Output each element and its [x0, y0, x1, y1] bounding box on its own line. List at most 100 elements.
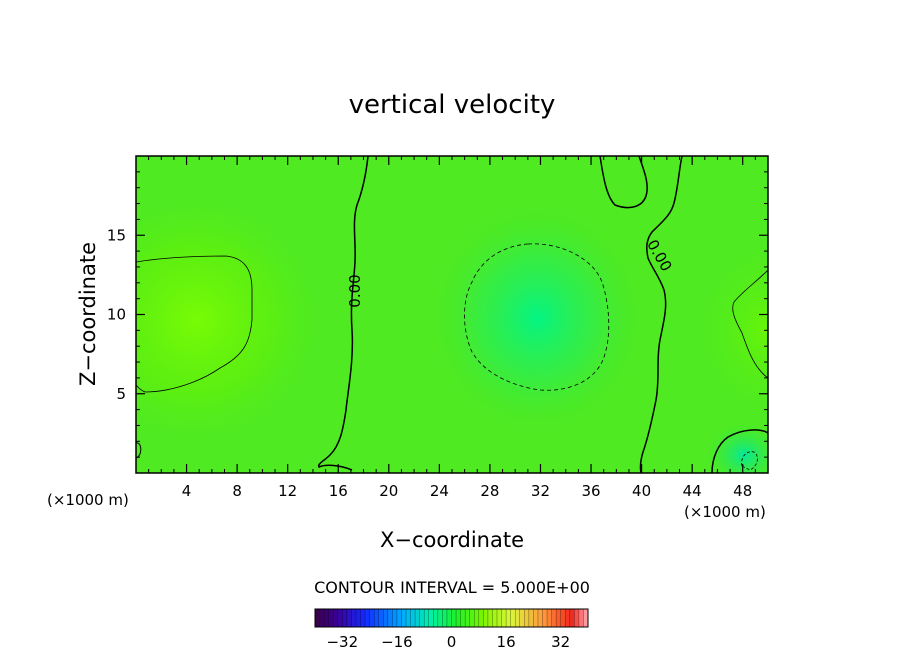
- colorbar-cell: [337, 609, 343, 627]
- colorbar-cell: [492, 609, 498, 627]
- colorbar-cell: [346, 609, 352, 627]
- colorbar-cell: [437, 609, 443, 627]
- x-tick-labels: 4 8 12 16 20 24 28 32 36 40 44 48: [182, 482, 752, 500]
- colorbar-cell: [460, 609, 466, 627]
- colorbar-cell: [556, 609, 562, 627]
- colorbar-cell: [483, 609, 489, 627]
- colorbar-cell: [451, 609, 457, 627]
- colorbar-tick-label: 0: [447, 633, 457, 651]
- colorbar-cell: [510, 609, 516, 627]
- contour-interval-text: CONTOUR INTERVAL = 5.000E+00: [314, 578, 590, 597]
- colorbar-cell: [351, 609, 357, 627]
- y-tick-labels: 5 10 15: [107, 226, 126, 403]
- colorbar-cell: [533, 609, 539, 627]
- colorbar-cell: [424, 609, 430, 627]
- colorbar-tick-label: 32: [551, 633, 570, 651]
- x-tick-label: 36: [581, 482, 600, 500]
- colorbar-cell: [446, 609, 452, 627]
- contour-negative-lower-right: [741, 451, 758, 471]
- colorbar-cell: [574, 609, 580, 627]
- colorbar-cell: [378, 609, 384, 627]
- chart-title: vertical velocity: [349, 90, 556, 120]
- colorbar-cell: [419, 609, 425, 627]
- y-tick-label: 5: [116, 385, 126, 403]
- colorbar-cell: [547, 609, 552, 627]
- colorbar-cell: [519, 609, 525, 627]
- colorbar-cell: [396, 609, 402, 627]
- colorbar-cell: [524, 609, 530, 627]
- colorbar-cell: [456, 609, 461, 627]
- colorbar-cell: [401, 609, 407, 627]
- y-tick-label: 10: [107, 306, 126, 324]
- x-tick-label: 24: [430, 482, 449, 500]
- colorbar-cell: [428, 609, 434, 627]
- colorbar-cell: [442, 609, 448, 627]
- colorbar-cell: [560, 609, 566, 627]
- colorbar-cell: [415, 609, 421, 627]
- x-tick-label: 8: [232, 482, 242, 500]
- colorbar-cell: [433, 609, 439, 627]
- colorbar-cell: [319, 609, 325, 627]
- colorbar-cell: [360, 609, 366, 627]
- colorbar-frame: [314, 608, 589, 628]
- colorbar-cell: [474, 609, 480, 627]
- colorbar-cell: [506, 609, 512, 627]
- colorbar-cell: [333, 609, 339, 627]
- colorbar-tick-labels: −32 −16 0 16 32: [326, 633, 570, 651]
- colorbar-cell: [369, 609, 375, 627]
- colorbar-cell: [315, 609, 320, 627]
- contour-label-left: 0.00: [346, 274, 364, 307]
- colorbar-cell: [387, 609, 393, 627]
- contour-positive-left: [136, 255, 253, 393]
- y-axis-label: Z−coordinate: [76, 242, 100, 386]
- x-tick-label: 20: [379, 482, 398, 500]
- colorbar-cell: [565, 609, 571, 627]
- x-tick-label: 4: [182, 482, 192, 500]
- contour-zero-top-right: [599, 156, 648, 209]
- colorbar-cell: [551, 609, 557, 627]
- colorbar-cell: [383, 609, 389, 627]
- colorbar-cell: [528, 609, 534, 627]
- colorbar-cell: [578, 609, 584, 627]
- colorbar-cell: [410, 609, 416, 627]
- contour-zero-left: [317, 156, 369, 471]
- colorbar-cell: [469, 609, 475, 627]
- x-tick-label: 40: [632, 482, 651, 500]
- colorbar-cell: [374, 609, 380, 627]
- colorbar-cell: [392, 609, 398, 627]
- colorbar-cell: [497, 609, 502, 627]
- axis-ticks: [136, 156, 768, 473]
- field-blob-right: [698, 245, 768, 415]
- x-axis-label: X−coordinate: [380, 528, 524, 552]
- colorbar-cell: [542, 609, 548, 627]
- x-tick-label: 16: [329, 482, 348, 500]
- contour-zero-right: [639, 156, 683, 473]
- field-blob-center: [432, 206, 642, 430]
- colorbar-tick-label: −16: [381, 633, 413, 651]
- colorbar-cell: [465, 609, 471, 627]
- colorbar-cell: [365, 609, 370, 627]
- x-tick-label: 48: [733, 482, 752, 500]
- contour-zero-lower-right: [711, 429, 768, 473]
- x-tick-label: 32: [531, 482, 550, 500]
- colorbar-cell: [569, 609, 575, 627]
- colorbar-cell: [515, 609, 521, 627]
- colorbar-cell: [478, 609, 484, 627]
- x-tick-label: 28: [480, 482, 499, 500]
- contour-negative-center: [464, 243, 610, 391]
- x-tick-label: 44: [683, 482, 702, 500]
- colorbar-cell: [355, 609, 361, 627]
- y-tick-label: 15: [107, 226, 126, 244]
- colorbar-tick-label: −32: [326, 633, 358, 651]
- colorbar-cell: [537, 609, 543, 627]
- x-unit-left: (×1000 m): [47, 491, 129, 509]
- colorbar-tick-label: 16: [497, 633, 516, 651]
- colorbar-cell: [324, 609, 330, 627]
- colorbar-cell: [328, 609, 334, 627]
- x-unit-right: (×1000 m): [684, 503, 766, 521]
- colorbar: [314, 609, 589, 627]
- x-tick-label: 12: [278, 482, 297, 500]
- colorbar-cell: [501, 609, 507, 627]
- colorbar-cell: [406, 609, 411, 627]
- plot-area: [135, 155, 769, 474]
